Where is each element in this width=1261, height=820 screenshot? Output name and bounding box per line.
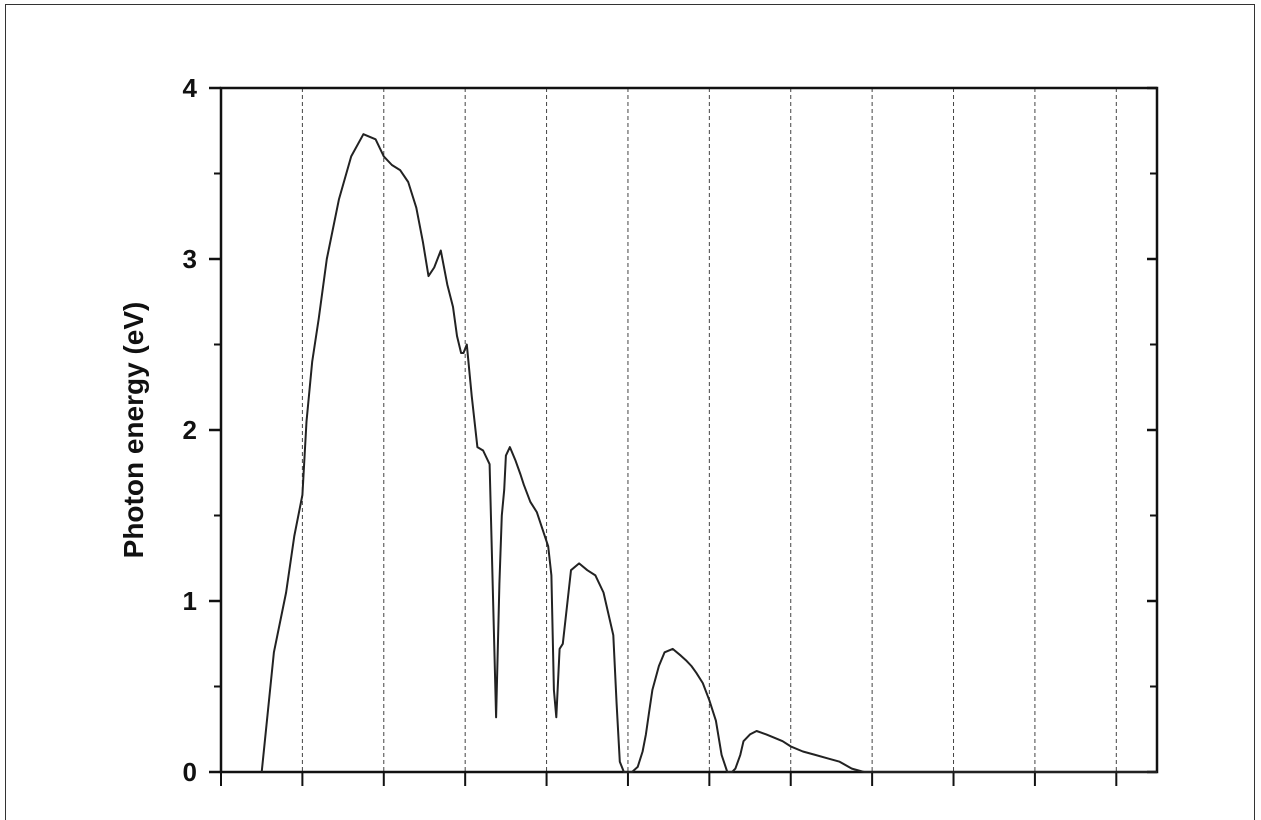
- y-tick-label: 1: [183, 586, 197, 616]
- axes-layer: [209, 86, 1159, 786]
- y-tick-label: 0: [183, 757, 197, 787]
- y-tick-label: 2: [183, 415, 197, 445]
- labels-layer: 0 1 2 3 4: [183, 73, 198, 787]
- plot-frame: [219, 86, 1159, 774]
- y-axis-label: Photon energy (eV): [118, 302, 149, 559]
- series-line: [260, 133, 1157, 773]
- figure-frame: [5, 4, 1255, 820]
- series-layer: [260, 133, 1157, 773]
- y-tick-label: 3: [183, 244, 197, 274]
- grid-layer: [301, 88, 1117, 772]
- y-tick-label: 4: [183, 73, 198, 103]
